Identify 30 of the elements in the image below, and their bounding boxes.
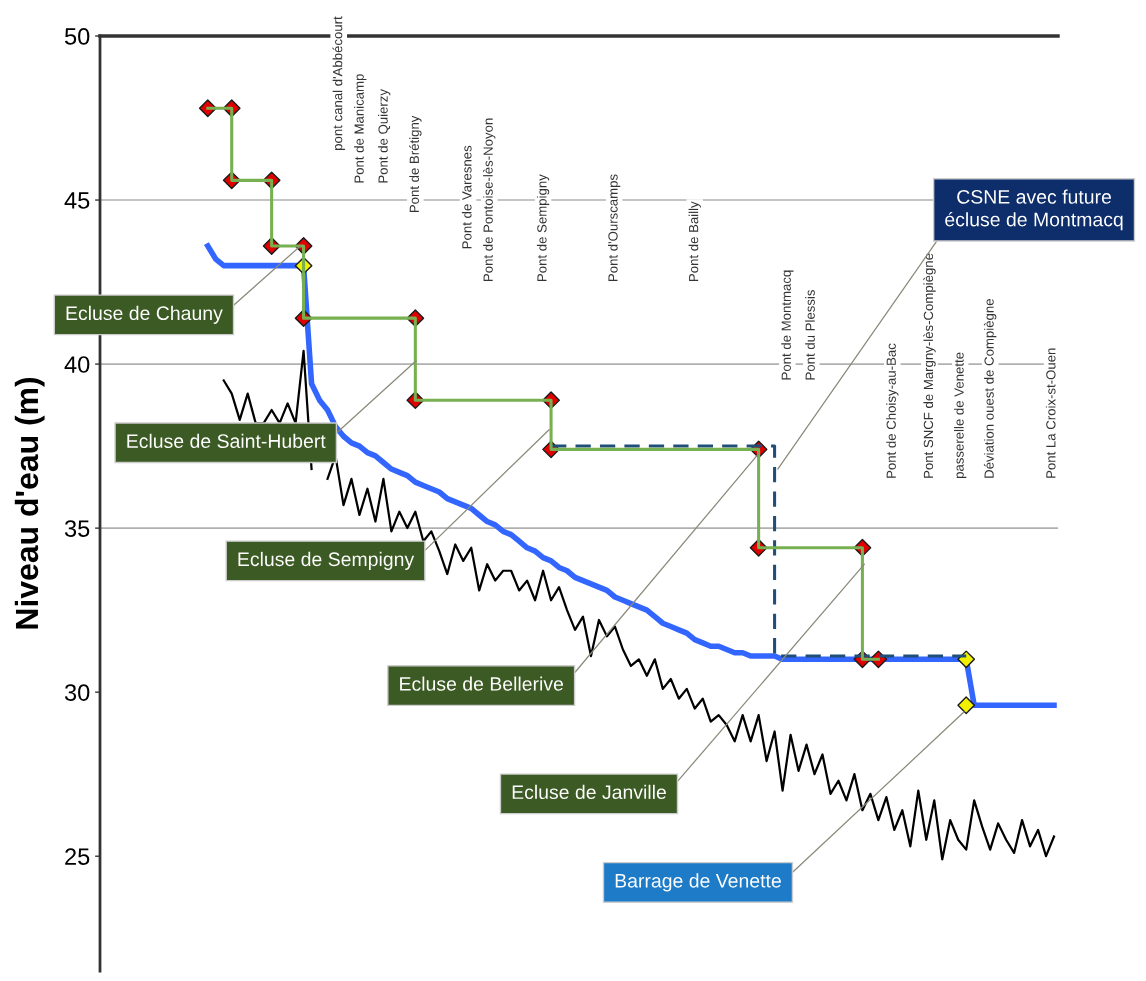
y-tick-label: 45 bbox=[64, 192, 90, 209]
annotation: Pont de Montmacq bbox=[781, 270, 794, 380]
annotation: Pont de Brétigny bbox=[409, 115, 422, 213]
y-tick-label: 50 bbox=[64, 28, 90, 45]
y-tick-label: 25 bbox=[65, 848, 90, 865]
annotation: Pont de Manicamp bbox=[354, 74, 367, 183]
y-tick-label: 30 bbox=[64, 684, 90, 701]
annotation: Ecluse de Bellerive bbox=[400, 676, 564, 691]
annotation: Pont de Sempigny bbox=[536, 174, 550, 281]
annotation: Pont de Quierzy bbox=[378, 89, 391, 183]
annotation: pont canal d'Abbécourt bbox=[332, 16, 345, 150]
annotation: Ecluse de Saint-Hubert bbox=[127, 433, 326, 449]
annotation: CSNE avec future écluse de Montmacq bbox=[945, 189, 1123, 231]
annotation: Pont d'Ourscamps bbox=[607, 174, 621, 281]
y-axis-title: Niveau d'eau (m) bbox=[14, 377, 45, 629]
annotation: Pont de Bailly bbox=[688, 201, 701, 281]
annotation: Pont de Choisy-au-Bac bbox=[886, 343, 899, 478]
annotation: Déviation ouest de Compiègne bbox=[983, 299, 997, 478]
annotation: Ecluse de Sempigny bbox=[238, 551, 415, 570]
y-tick-label: 35 bbox=[64, 520, 90, 537]
annotation: Ecluse de Chauny bbox=[66, 305, 223, 324]
annotation: Barrage de Venette bbox=[615, 873, 781, 892]
y-tick-label: 40 bbox=[64, 356, 90, 373]
annotation: Pont du Plessis bbox=[805, 290, 815, 380]
annotation: Pont SNCF de Margny-lès-Compiègne bbox=[923, 253, 936, 478]
annotation: Pont de Varesnes bbox=[461, 145, 472, 249]
annotation: Pont de Pontoise-lès-Noyon bbox=[482, 118, 496, 281]
annotation: Ecluse de Janville bbox=[512, 784, 666, 800]
annotation: Pont La Croix-st-Ouen bbox=[1045, 348, 1056, 478]
annotation: passerelle de Venette bbox=[954, 352, 967, 479]
